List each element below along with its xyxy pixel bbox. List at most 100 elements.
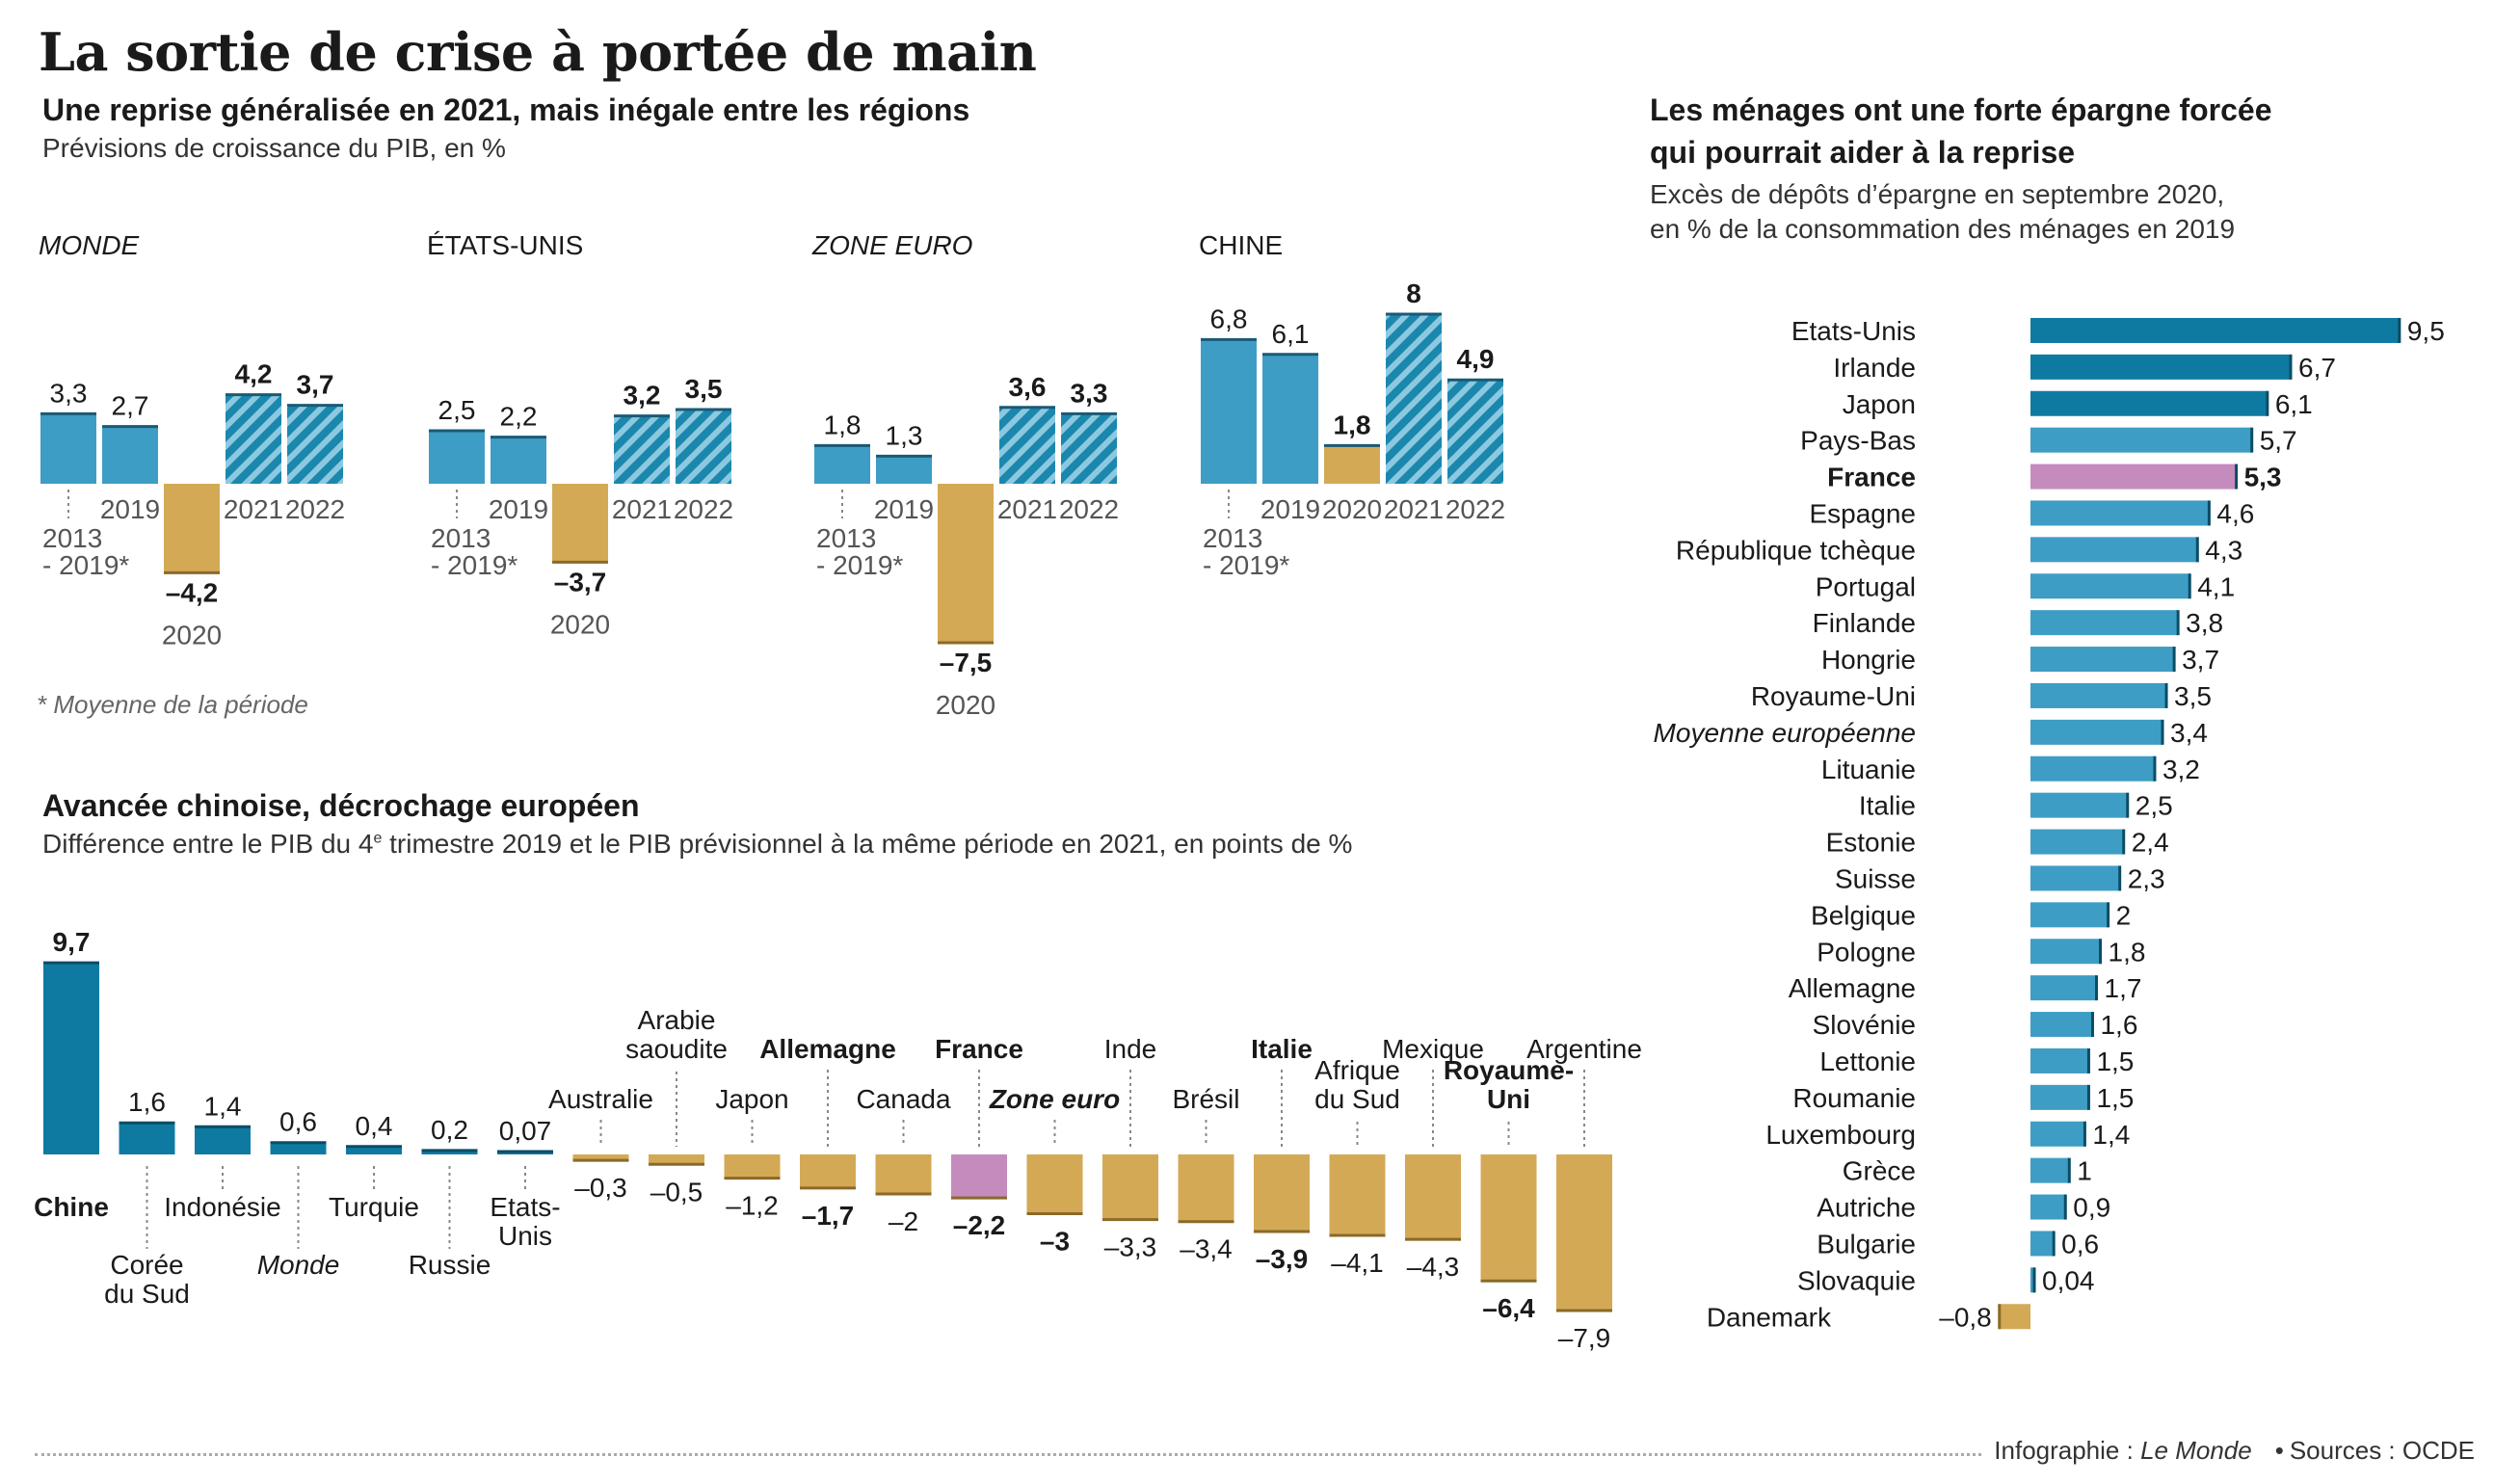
gdp-cat-16-0: Italie (1251, 1034, 1313, 1064)
gdp-bar-17 (1329, 1154, 1386, 1236)
saving-cat-11: Moyenne européenne (1654, 718, 1916, 748)
gdp-cat-9-0: Japon (715, 1084, 788, 1114)
gdp-value-12: –2,2 (953, 1210, 1006, 1240)
panel-0-value-4: 3,7 (297, 370, 334, 400)
saving-cat-17: Pologne (1817, 937, 1916, 967)
panel-3-value-0: 6,8 (1210, 304, 1248, 333)
panel-1-value-2: –3,7 (554, 567, 607, 596)
gdp-bar-9 (724, 1154, 781, 1179)
gdp-value-5: 0,2 (431, 1115, 468, 1145)
panel-1-value-3: 3,2 (624, 381, 661, 411)
panel-2-cat-0b: - 2019* (816, 550, 903, 580)
saving-bar-24 (2030, 1194, 2066, 1220)
gdp-cat-1-0: Corée (110, 1250, 183, 1280)
gdp-bar-2 (195, 1126, 251, 1154)
gdp-cat-19-0: Royaume- (1444, 1055, 1574, 1085)
saving-cat-18: Allemagne (1789, 973, 1916, 1003)
panel-0-cat-4: 2022 (285, 494, 345, 524)
gdp-cat-7-0: Australie (548, 1084, 653, 1114)
saving-value-23: 1 (2077, 1156, 2092, 1186)
gdp-value-6: 0,07 (499, 1116, 552, 1146)
gdp-cat-11-0: Canada (856, 1084, 951, 1114)
gdp-bar-14 (1102, 1154, 1158, 1220)
panel-1-cat-3: 2021 (612, 494, 672, 524)
gdp-bar-3 (270, 1142, 327, 1154)
saving-cat-13: Italie (1859, 791, 1916, 821)
gdp-bar-10 (800, 1154, 856, 1188)
panel-2-value-0: 1,8 (824, 410, 862, 439)
gdp-cat-0-0: Chine (34, 1192, 109, 1222)
gdp-cat-14-0: Inde (1104, 1034, 1157, 1064)
saving-cat-24: Autriche (1817, 1193, 1916, 1223)
footer-divider (35, 1453, 1981, 1456)
saving-value-8: 3,8 (2186, 608, 2223, 638)
gdp-cat-3-0: Monde (257, 1250, 340, 1280)
gdp-bar-19 (1480, 1154, 1537, 1282)
panel-2-cat-4: 2022 (1059, 494, 1119, 524)
panel-3-bar-3 (1386, 314, 1442, 484)
panel-1-value-0: 2,5 (438, 395, 476, 425)
saving-value-6: 4,3 (2205, 535, 2242, 565)
saving-cat-5: Espagne (1809, 498, 1916, 528)
saving-value-25: 0,6 (2061, 1229, 2099, 1259)
saving-cat-9: Hongrie (1821, 645, 1916, 675)
panel-0-cat-0a: 2013 (42, 523, 102, 553)
saving-bar-16 (2030, 902, 2109, 928)
saving-cat-8: Finlande (1813, 608, 1916, 638)
saving-value-3: 5,7 (2260, 426, 2297, 456)
panel-1-bar-0 (429, 431, 485, 484)
panel-title-3: CHINE (1199, 230, 1283, 260)
gdp-bar-13 (1026, 1154, 1083, 1214)
saving-cat-16: Belgique (1811, 900, 1916, 930)
gdp-cat-15-0: Brésil (1172, 1084, 1239, 1114)
gdp-value-2: 1,4 (204, 1091, 242, 1121)
panel-1-cat-1: 2019 (489, 494, 548, 524)
gdp-bar-11 (875, 1154, 932, 1194)
chart3-title-line1: Les ménages ont une forte épargne forcée (1650, 93, 2272, 127)
saving-bar-12 (2030, 755, 2155, 782)
gdp-cat-6-1: Unis (498, 1221, 552, 1251)
gdp-value-20: –7,9 (1558, 1323, 1611, 1353)
panel-1-cat-0a: 2013 (431, 523, 491, 553)
saving-value-20: 1,5 (2096, 1047, 2134, 1076)
saving-cat-14: Estonie (1826, 828, 1916, 858)
gdp-bar-4 (346, 1146, 402, 1154)
gdp-bar-15 (1178, 1154, 1234, 1222)
panel-3-cat-1: 2019 (1260, 494, 1320, 524)
gdp-cat-10-0: Allemagne (759, 1034, 896, 1064)
gdp-cat-1-1: du Sud (104, 1279, 190, 1309)
saving-cat-6: République tchèque (1676, 535, 1916, 565)
gdp-cat-5-0: Russie (409, 1250, 491, 1280)
saving-bar-13 (2030, 792, 2128, 818)
gdp-cat-2-0: Indonésie (164, 1192, 280, 1222)
gdp-bar-1 (119, 1123, 175, 1154)
saving-bar-22 (2030, 1121, 2085, 1147)
panel-2-bar-4 (1061, 413, 1117, 484)
panel-2-value-3: 3,6 (1009, 372, 1047, 402)
panel-1-bar-2 (552, 484, 608, 563)
gdp-value-13: –3 (1040, 1227, 1070, 1257)
saving-value-4: 5,3 (2244, 463, 2282, 492)
panel-1-bar-3 (614, 415, 670, 484)
panel-2-cat-2: 2020 (936, 690, 995, 720)
gdp-bar-12 (951, 1154, 1007, 1199)
saving-bar-27 (1999, 1304, 2030, 1330)
chart1-footnote: * Moyenne de la période (37, 690, 308, 719)
saving-bar-15 (2030, 865, 2120, 891)
saving-cat-15: Suisse (1835, 863, 1916, 893)
panel-0-bar-3 (226, 394, 281, 484)
gdp-cat-19-1: Uni (1487, 1084, 1530, 1114)
saving-cat-21: Roumanie (1792, 1083, 1916, 1113)
gdp-cat-18-0: Mexique (1382, 1034, 1484, 1064)
chart2-title: Avancée chinoise, décrochage européen (42, 788, 640, 823)
saving-bar-7 (2030, 573, 2190, 599)
gdp-bar-18 (1405, 1154, 1461, 1240)
saving-bar-11 (2030, 719, 2163, 745)
gdp-value-8: –0,5 (650, 1177, 703, 1206)
chart2-subtitle: Différence entre le PIB du 4e trimestre … (42, 829, 1353, 859)
panel-3-bar-2 (1324, 445, 1380, 484)
saving-bar-9 (2030, 647, 2175, 673)
saving-cat-2: Japon (1843, 389, 1916, 419)
panel-0-cat-1: 2019 (100, 494, 160, 524)
saving-cat-1: Irlande (1833, 353, 1916, 383)
